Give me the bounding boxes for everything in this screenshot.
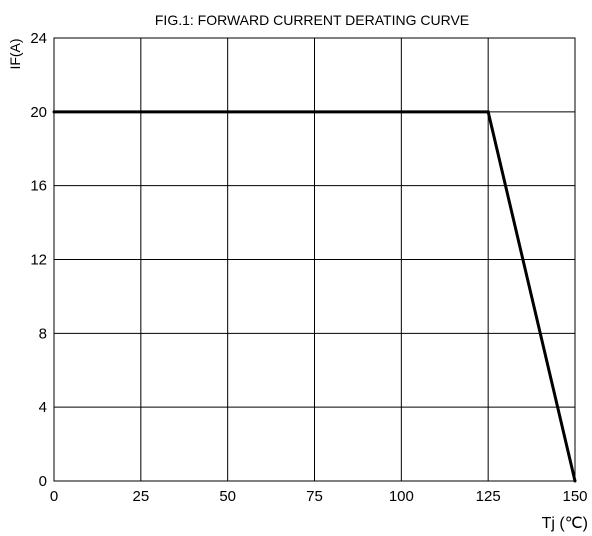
x-tick-label: 100	[389, 488, 414, 505]
y-tick-label: 12	[30, 252, 47, 269]
tick-labels: 0 25 50 75 100 125 150 0 4 8 12 16 20 24	[30, 30, 587, 505]
curve-point	[486, 110, 490, 114]
plot-frame	[53, 37, 576, 482]
y-tick-label: 0	[39, 473, 47, 490]
y-tick-label: 24	[30, 30, 47, 47]
x-tick-label: 0	[50, 488, 58, 505]
y-tick-label: 20	[30, 104, 47, 121]
x-axis-label: Tj (℃)	[542, 515, 588, 532]
chart-title: FIG.1: FORWARD CURRENT DERATING CURVE	[155, 12, 469, 28]
y-tick-label: 16	[30, 178, 47, 195]
y-tick-label: 4	[39, 399, 47, 416]
x-tick-label: 150	[562, 488, 587, 505]
grid-lines	[54, 38, 575, 481]
x-tick-label: 50	[219, 488, 236, 505]
x-tick-label: 125	[476, 488, 501, 505]
y-tick-label: 8	[39, 325, 47, 342]
curve-point	[573, 479, 577, 483]
y-axis-label: IF(A)	[7, 38, 23, 69]
x-tick-label: 25	[132, 488, 149, 505]
curve-point	[52, 110, 56, 114]
x-tick-label: 75	[306, 488, 323, 505]
series-group	[52, 110, 577, 483]
